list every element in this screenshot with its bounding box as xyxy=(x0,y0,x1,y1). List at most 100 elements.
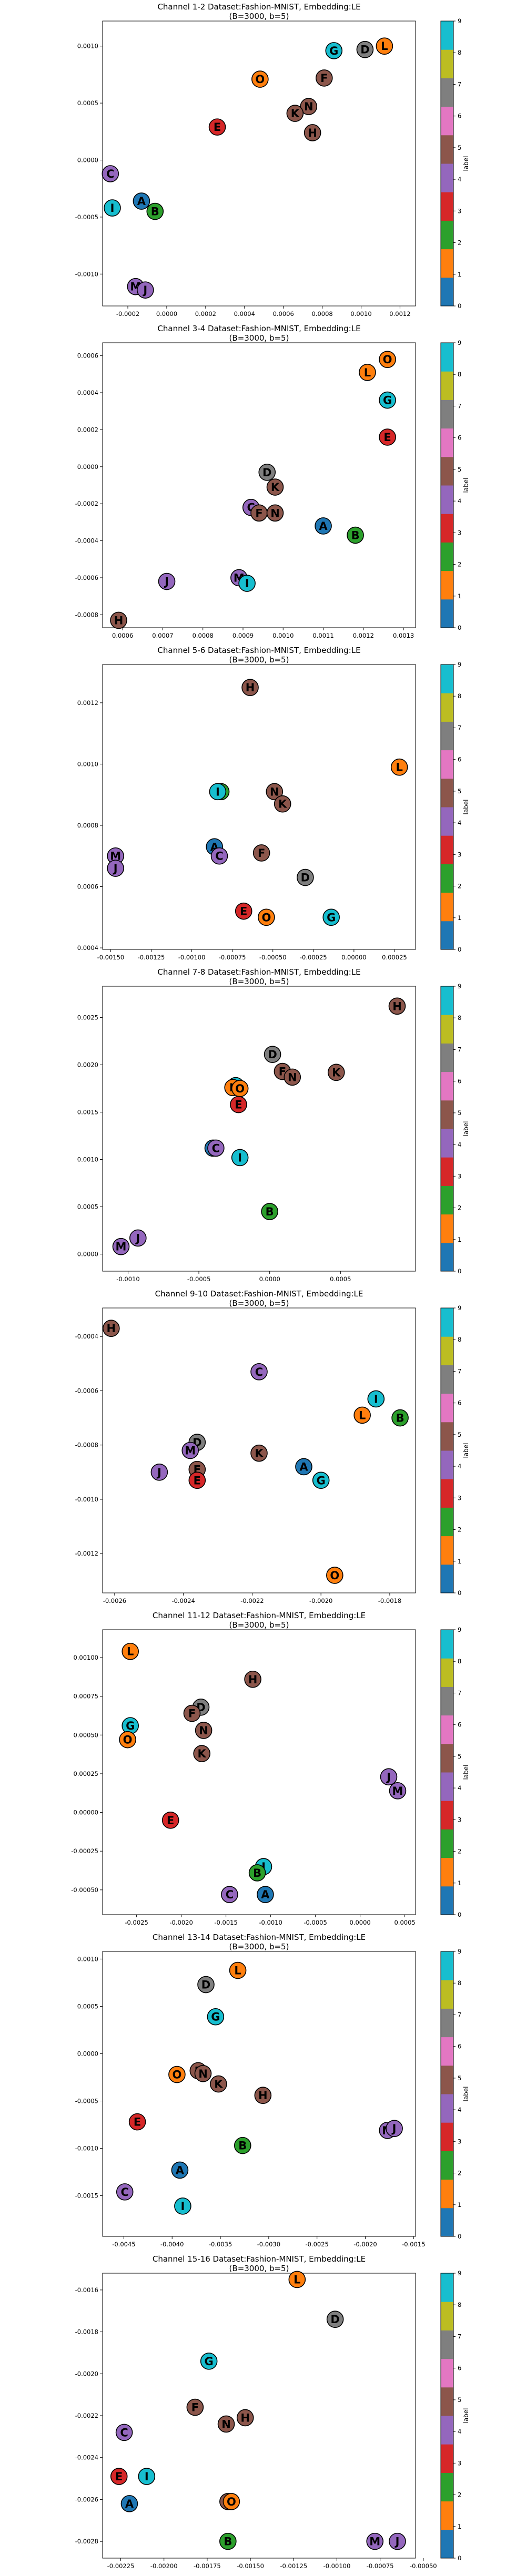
x-tick-label: 0.0005 xyxy=(394,1919,415,1926)
y-tick-label: -0.0004 xyxy=(75,537,98,545)
point-marker xyxy=(388,997,406,1015)
colorbar-segment xyxy=(441,1630,453,1659)
colorbar-frame xyxy=(440,986,454,1272)
colorbar-segment xyxy=(441,1100,453,1129)
plot-area xyxy=(102,2273,416,2559)
point-label: G xyxy=(205,2355,214,2368)
x-tick-label: 0.0012 xyxy=(353,632,374,639)
colorbar-tick-label: 5 xyxy=(458,1109,461,1117)
data-point: D xyxy=(197,1976,215,1994)
data-point: G xyxy=(312,1471,330,1489)
x-tick-label: -0.0018 xyxy=(378,1597,401,1604)
y-tick-label: -0.0006 xyxy=(75,1387,98,1394)
point-marker xyxy=(250,1444,268,1462)
point-label: F xyxy=(255,507,262,519)
data-point: C xyxy=(116,2183,134,2201)
y-tick-label: 0.0000 xyxy=(77,2050,98,2057)
colorbar-tick-label: 4 xyxy=(458,1463,461,1470)
colorbar-label: label xyxy=(462,2086,470,2101)
point-marker xyxy=(219,2532,237,2550)
data-point: M xyxy=(389,1782,407,1800)
colorbar-segment xyxy=(441,2207,453,2237)
chart-panel: Channel 7-8 Dataset:Fashion-MNIST, Embed… xyxy=(77,967,470,1283)
x-tick-label: -0.00150 xyxy=(97,954,125,961)
point-marker xyxy=(389,2532,406,2550)
point-marker xyxy=(128,2113,146,2131)
colorbar-segment xyxy=(441,2501,453,2530)
x-tick-label: 0.0006 xyxy=(112,632,133,639)
chart-title: Channel 3-4 Dataset:Fashion-MNIST, Embed… xyxy=(157,324,360,333)
point-marker xyxy=(389,1782,407,1800)
point-marker xyxy=(261,1203,278,1220)
point-marker xyxy=(244,1670,261,1688)
colorbar-segment xyxy=(441,2529,453,2559)
chart-panel: Channel 5-6 Dataset:Fashion-MNIST, Embed… xyxy=(77,646,470,961)
data-point: O xyxy=(222,2493,240,2510)
chart-panel: Channel 15-16 Dataset:Fashion-MNIST, Emb… xyxy=(75,2254,470,2570)
point-marker xyxy=(353,1406,371,1424)
point-marker xyxy=(356,40,374,58)
data-point: B xyxy=(234,2137,251,2154)
point-marker xyxy=(367,1390,385,1408)
point-label: M xyxy=(110,850,121,863)
point-marker xyxy=(241,679,259,697)
x-tick-label: -0.00175 xyxy=(194,2562,221,2570)
colorbar-frame xyxy=(440,1629,454,1915)
point-marker xyxy=(150,1463,168,1481)
data-point: H xyxy=(244,1670,261,1688)
point-marker xyxy=(316,69,333,87)
x-tick-label: 0.0000 xyxy=(259,1275,280,1283)
data-point: G xyxy=(200,2353,218,2370)
point-marker xyxy=(209,783,227,801)
colorbar-segment xyxy=(441,1951,453,1980)
point-marker xyxy=(207,2008,225,2026)
x-tick-label: -0.0020 xyxy=(169,1919,193,1926)
point-label: H xyxy=(107,1322,116,1335)
data-point: E xyxy=(208,118,226,136)
colorbar-tick-label: 0 xyxy=(458,302,461,310)
point-marker xyxy=(119,1731,136,1749)
data-point: O xyxy=(251,70,269,88)
colorbar-tick-label: 6 xyxy=(458,113,461,120)
point-label: A xyxy=(137,195,146,208)
data-point: M xyxy=(107,847,124,865)
data-point: O xyxy=(258,908,275,926)
x-tick-label: -0.0005 xyxy=(187,1275,210,1283)
colorbar-tick-label: 5 xyxy=(458,144,461,151)
colorbar-segment xyxy=(441,106,453,136)
chart-title: Channel 1-2 Dataset:Fashion-MNIST, Embed… xyxy=(157,2,360,12)
point-label: J xyxy=(391,2122,397,2135)
colorbar-segment xyxy=(441,921,453,950)
data-point: N xyxy=(300,98,318,115)
colorbar-tick-label: 6 xyxy=(458,2365,461,2372)
x-tick-label: 0.0006 xyxy=(273,310,294,318)
colorbar-segment xyxy=(441,428,453,457)
point-marker xyxy=(171,2161,189,2179)
point-marker xyxy=(168,2066,186,2083)
colorbar-tick-label: 2 xyxy=(458,561,461,568)
point-label: F xyxy=(258,847,265,860)
x-tick-label: 0.0005 xyxy=(330,1275,351,1283)
colorbar-segment xyxy=(441,343,453,372)
colorbar-tick-label: 9 xyxy=(458,17,461,25)
point-marker xyxy=(284,1068,301,1086)
colorbar: 0 1 2 3 4 5 6 7 8 9 label xyxy=(440,2270,470,2562)
y-tick-label: -0.0010 xyxy=(75,1496,98,1503)
y-tick-label: 0.0000 xyxy=(77,463,98,471)
data-point: A xyxy=(315,517,332,535)
data-point: M xyxy=(112,1238,130,1255)
colorbar-label: label xyxy=(462,477,470,493)
colorbar-tick-label: 7 xyxy=(458,2011,461,2018)
colorbar-tick-label: 9 xyxy=(458,983,461,990)
data-point: B xyxy=(248,1864,266,1882)
y-tick-label: -0.0018 xyxy=(75,2328,98,2336)
point-label: C xyxy=(121,2186,129,2199)
data-point: N xyxy=(217,2415,235,2433)
point-marker xyxy=(326,2311,344,2328)
chart-panel: Channel 9-10 Dataset:Fashion-MNIST, Embe… xyxy=(75,1289,470,1604)
y-tick-label: -0.0024 xyxy=(75,2454,98,2461)
data-point: L xyxy=(288,2271,306,2288)
x-tick-label: -0.0015 xyxy=(402,2241,425,2248)
y-tick-label: -0.0005 xyxy=(75,213,98,221)
data-point: J xyxy=(150,1463,168,1481)
